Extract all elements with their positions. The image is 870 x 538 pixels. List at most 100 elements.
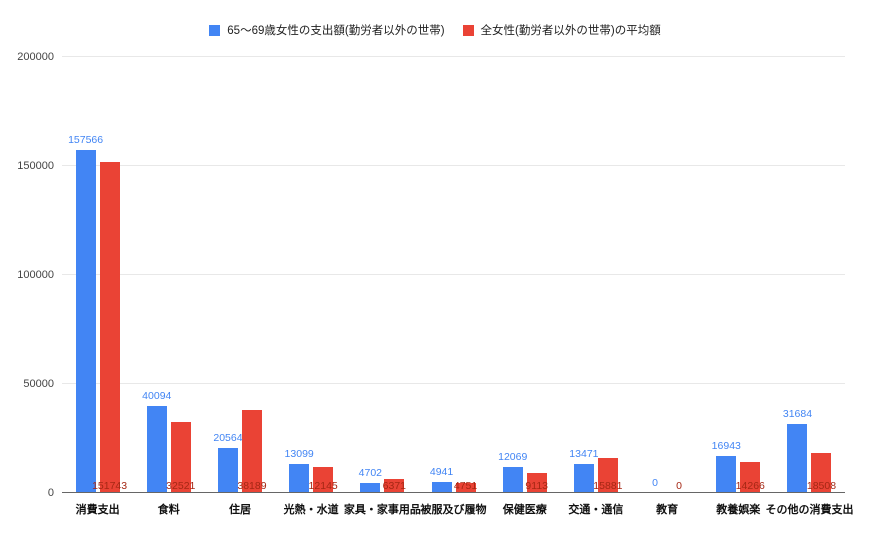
bar-slot: 15881 — [593, 57, 623, 493]
y-axis-tick-label: 100000 — [17, 269, 54, 281]
value-label: 14266 — [735, 480, 765, 492]
bar-slot: 4941 — [430, 57, 453, 493]
bar-slot: 0 — [669, 57, 689, 493]
category-group: 20564 38189 住居 — [204, 57, 275, 516]
bar-age65-69[interactable] — [573, 463, 594, 493]
legend-swatch-blue — [209, 24, 221, 36]
bar-all-women[interactable] — [526, 473, 547, 493]
x-axis-category-label: その他の消費支出 — [765, 504, 854, 516]
bar-age65-69[interactable] — [75, 149, 96, 493]
bar-slot: 40094 — [142, 57, 171, 493]
bar-pair: 31684 18508 — [783, 57, 836, 493]
bar-all-women[interactable] — [740, 461, 761, 493]
bar-all-women[interactable] — [313, 466, 334, 493]
category-group: 16943 14266 教養娯楽 — [703, 57, 774, 516]
bar-all-women[interactable] — [597, 458, 618, 493]
value-label: 12145 — [308, 480, 338, 492]
value-label: 6371 — [382, 480, 407, 492]
bar-pair: 12069 9113 — [498, 57, 549, 493]
x-axis-category-label: 教養娯楽 — [716, 504, 761, 516]
category-group: 4702 6371 家具・家事用品 — [344, 57, 421, 516]
x-axis-category-label: 光熱・水道 — [283, 504, 339, 516]
value-label: 15881 — [593, 480, 623, 492]
bar-slot: 9113 — [525, 57, 549, 493]
bar-age65-69[interactable] — [289, 464, 310, 493]
value-label: 157566 — [68, 133, 104, 146]
chart-legend: 65〜69歳女性の支出額(勤労者以外の世帯) 全女性(勤労者以外の世帯)の平均額 — [0, 22, 870, 38]
category-group: 13099 12145 光熱・水道 — [276, 57, 347, 516]
bar-age65-69[interactable] — [146, 405, 167, 493]
value-label: 13099 — [284, 448, 314, 461]
bar-slot: 13099 — [285, 57, 314, 493]
category-group: 31684 18508 その他の消費支出 — [765, 57, 853, 516]
bar-all-women[interactable] — [811, 452, 832, 493]
bar-pair: 13471 15881 — [569, 57, 623, 493]
bar-pair: 157566 151743 — [68, 57, 127, 493]
bar-slot: 6371 — [382, 57, 407, 493]
x-axis-category-label: 消費支出 — [75, 504, 120, 516]
x-axis-category-label: 保健医療 — [502, 504, 547, 516]
value-label: 0 — [652, 477, 659, 489]
bar-slot: 38189 — [237, 57, 267, 493]
bar-all-women[interactable] — [99, 162, 120, 493]
bar-all-women[interactable] — [241, 409, 262, 493]
bar-all-women[interactable] — [384, 479, 405, 493]
value-label: 20564 — [213, 432, 243, 445]
bar-slot: 4751 — [454, 57, 477, 493]
x-axis-category-label: 家具・家事用品 — [343, 504, 421, 516]
bar-slot: 16943 — [712, 57, 741, 493]
bar-pair: 20564 38189 — [213, 57, 267, 493]
bar-slot: 12069 — [498, 57, 527, 493]
bar-all-women[interactable] — [170, 422, 191, 493]
bar-age65-69[interactable] — [787, 423, 808, 493]
bar-groups: 157566 151743 消費支出 40094 32521 食料 20564 38189 住居… — [62, 57, 853, 516]
legend-swatch-red — [462, 24, 474, 36]
x-axis-baseline — [62, 492, 845, 493]
y-axis-tick-label: 200000 — [17, 51, 54, 63]
gridline — [62, 165, 845, 166]
legend-label-series-blue: 65〜69歳女性の支出額(勤労者以外の世帯) — [227, 25, 445, 37]
value-label: 38189 — [237, 480, 267, 492]
legend-item-series-red[interactable]: 全女性(勤労者以外の世帯)の平均額 — [462, 22, 661, 38]
bar-pair: 40094 32521 — [142, 57, 195, 493]
bar-slot: 4702 — [359, 57, 382, 493]
bar-slot: 14266 — [736, 57, 765, 493]
y-axis: 0 50000 100000 150000 200000 — [0, 51, 54, 499]
legend-item-series-blue[interactable]: 65〜69歳女性の支出額(勤労者以外の世帯) — [209, 22, 445, 38]
category-group: 157566 151743 消費支出 — [62, 57, 133, 516]
value-label: 0 — [676, 480, 683, 492]
bar-pair: 13099 12145 — [285, 57, 338, 493]
value-label: 9113 — [525, 480, 549, 492]
bar-pair: 16943 14266 — [712, 57, 765, 493]
bar-age65-69[interactable] — [217, 448, 238, 493]
bar-pair: 4941 4751 — [430, 57, 477, 493]
bar-age65-69[interactable] — [360, 482, 381, 493]
category-group: 40094 32521 食料 — [133, 57, 204, 516]
y-axis-tick-label: 0 — [47, 487, 54, 499]
category-group: 13471 15881 交通・通信 — [560, 57, 631, 516]
bar-slot: 31684 — [783, 57, 812, 493]
bar-all-women[interactable] — [455, 482, 476, 493]
value-label: 16943 — [711, 440, 741, 453]
bar-age65-69[interactable] — [431, 482, 452, 493]
x-axis-category-label: 食料 — [157, 504, 180, 516]
bar-slot: 0 — [645, 57, 665, 493]
y-axis-tick-label: 50000 — [23, 378, 54, 390]
bar-slot: 32521 — [166, 57, 195, 493]
x-axis-category-label: 被服及び履物 — [420, 504, 487, 516]
plot-area: 157566 151743 消費支出 40094 32521 食料 20564 38189 住居… — [62, 56, 853, 516]
category-group: 0 0 教育 — [632, 57, 703, 516]
y-axis-tick-label: 150000 — [17, 160, 54, 172]
x-axis-category-label: 交通・通信 — [568, 504, 624, 516]
x-axis-category-label: 住居 — [228, 504, 251, 516]
value-label: 32521 — [166, 480, 196, 492]
bar-age65-69[interactable] — [716, 456, 737, 493]
bar-slot: 157566 — [68, 57, 103, 493]
bar-slot: 13471 — [569, 57, 599, 493]
gridline — [62, 383, 845, 384]
bar-pair: 4702 6371 — [359, 57, 407, 493]
gridline — [62, 56, 845, 57]
bar-age65-69[interactable] — [502, 466, 523, 493]
x-axis-category-label: 教育 — [656, 504, 679, 516]
